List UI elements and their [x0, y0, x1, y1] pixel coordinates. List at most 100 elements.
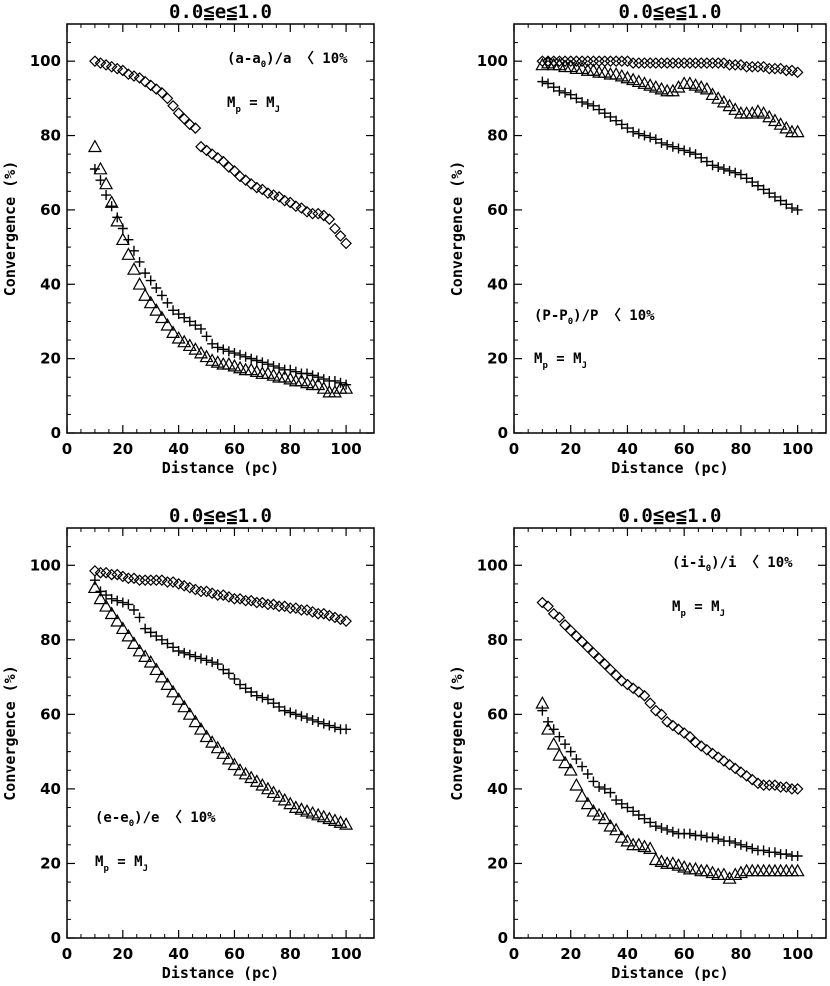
y-tick-label: 80: [487, 127, 508, 145]
triangle-marker: [535, 695, 550, 709]
series-triangle: [535, 695, 805, 884]
mass-part: M: [95, 854, 103, 870]
triangle-marker: [716, 867, 731, 881]
series-cross: [537, 76, 803, 215]
plus-marker: [741, 173, 752, 184]
condition-part: 10%: [759, 555, 793, 571]
diamond-marker: [684, 730, 696, 743]
series-diamond: [89, 55, 352, 250]
diamond-marker: [780, 781, 793, 793]
condition-symbol: 〈: [300, 51, 314, 67]
diamond-marker: [189, 583, 202, 596]
y-tick-label: 80: [40, 631, 61, 649]
plus-marker: [786, 203, 797, 214]
diamond-marker: [672, 57, 685, 69]
x-tick-label: 100: [330, 945, 361, 963]
plus-marker: [792, 204, 803, 215]
triangle-marker: [138, 649, 153, 662]
diamond-marker: [144, 79, 157, 92]
y-tick-label: 60: [487, 705, 508, 723]
diamond-marker: [89, 565, 101, 577]
diamond-marker: [752, 777, 764, 790]
plus-marker: [628, 806, 639, 817]
x-tick-label: 40: [168, 440, 189, 458]
triangle-marker: [177, 334, 192, 348]
plus-marker: [537, 76, 548, 87]
diamond-marker: [234, 170, 246, 183]
triangle-marker: [773, 117, 788, 130]
plus-marker: [201, 331, 212, 342]
mass-subscript: J: [143, 864, 148, 874]
plus-marker: [179, 312, 190, 323]
diamond-marker: [228, 165, 241, 177]
diamond-marker: [791, 783, 804, 795]
triangle-marker: [722, 871, 737, 884]
plus-marker: [752, 180, 763, 191]
plus-marker: [262, 694, 273, 705]
condition-part: )/e: [134, 810, 168, 826]
triangle-marker: [699, 81, 714, 95]
mass-part: = M: [109, 854, 143, 870]
triangle-marker: [609, 822, 624, 836]
triangle-marker: [688, 861, 703, 875]
x-axis-label: Distance (pc): [611, 964, 728, 982]
plus-marker: [123, 599, 134, 610]
x-tick-label: 0: [62, 440, 72, 458]
triangle-marker: [126, 262, 142, 275]
plot-frame: [66, 527, 375, 939]
diamond-marker: [632, 686, 645, 698]
diamond-marker: [228, 592, 241, 605]
diamond-marker: [780, 64, 793, 77]
mass-part: M: [672, 599, 680, 615]
condition-part: 10%: [182, 810, 216, 826]
diamond-marker: [183, 581, 196, 594]
plus-marker: [775, 195, 786, 206]
plus-marker: [207, 338, 218, 349]
y-tick-label: 100: [477, 556, 508, 574]
diamond-marker: [206, 148, 218, 160]
diamond-marker: [757, 60, 770, 73]
plus-marker: [548, 82, 559, 93]
diamond-marker: [334, 613, 347, 626]
plus-marker: [582, 769, 593, 779]
mass-annotation: Mp = MJ: [534, 351, 587, 371]
diamond-marker: [317, 209, 330, 222]
triangle-marker: [132, 277, 147, 290]
diamond-marker: [786, 783, 798, 795]
diamond-marker: [284, 196, 297, 209]
triangle-marker: [654, 81, 669, 95]
plus-marker: [679, 145, 690, 156]
condition-part: (a-a: [227, 51, 261, 67]
plus-marker: [639, 130, 650, 141]
plus-marker: [769, 847, 780, 858]
diamond-marker: [295, 202, 308, 214]
plus-marker: [724, 836, 735, 847]
plus-marker: [764, 188, 775, 199]
x-tick-label: 0: [509, 440, 519, 458]
plus-marker: [251, 355, 262, 366]
plus-marker: [560, 739, 571, 750]
plus-marker: [101, 590, 112, 601]
diamond-marker: [334, 230, 347, 242]
diamond-marker: [156, 86, 168, 99]
plus-marker: [633, 128, 644, 139]
diamond-marker: [723, 758, 736, 771]
plus-marker: [195, 323, 206, 334]
plus-marker: [229, 348, 240, 359]
plus-marker: [285, 707, 296, 718]
plus-marker: [730, 167, 741, 178]
diamond-marker: [610, 669, 622, 682]
triangle-marker: [637, 76, 652, 89]
plus-marker: [268, 698, 279, 709]
diamond-marker: [161, 576, 174, 588]
triangle-marker: [244, 770, 259, 784]
condition-subscript: 0: [568, 317, 573, 327]
condition-symbol: 〈: [168, 810, 182, 826]
diamond-marker: [757, 779, 770, 792]
triangle-marker: [779, 120, 794, 134]
triangle-marker: [99, 176, 114, 190]
diamond-marker: [718, 755, 730, 767]
plus-marker: [616, 119, 627, 130]
x-tick-label: 80: [280, 440, 301, 458]
triangle-marker: [182, 707, 197, 720]
